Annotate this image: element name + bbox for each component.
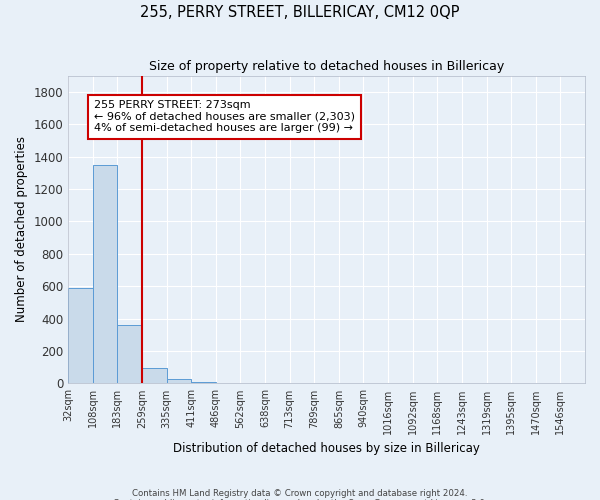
Bar [68, 288, 93, 384]
Bar [191, 382, 216, 384]
Bar [167, 379, 191, 384]
Bar [142, 368, 167, 384]
X-axis label: Distribution of detached houses by size in Billericay: Distribution of detached houses by size … [173, 442, 480, 455]
Y-axis label: Number of detached properties: Number of detached properties [15, 136, 28, 322]
Bar [93, 164, 118, 384]
Text: 255 PERRY STREET: 273sqm
← 96% of detached houses are smaller (2,303)
4% of semi: 255 PERRY STREET: 273sqm ← 96% of detach… [94, 100, 355, 134]
Text: Contains HM Land Registry data © Crown copyright and database right 2024.: Contains HM Land Registry data © Crown c… [132, 488, 468, 498]
Text: Contains public sector information licensed under the Open Government Licence v3: Contains public sector information licen… [113, 498, 487, 500]
Text: 255, PERRY STREET, BILLERICAY, CM12 0QP: 255, PERRY STREET, BILLERICAY, CM12 0QP [140, 5, 460, 20]
Title: Size of property relative to detached houses in Billericay: Size of property relative to detached ho… [149, 60, 504, 73]
Bar [118, 325, 142, 384]
